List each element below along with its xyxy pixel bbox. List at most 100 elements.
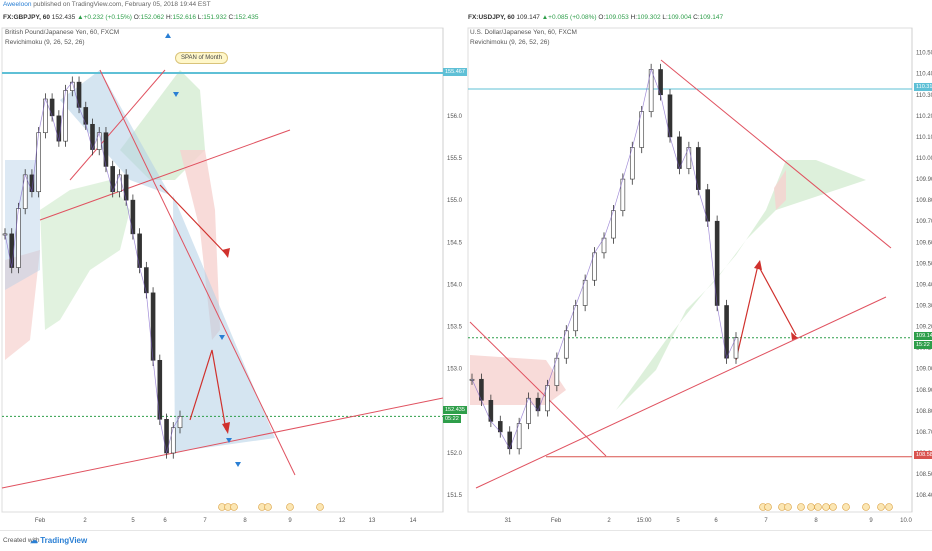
candle-body bbox=[9, 233, 15, 268]
close-series-line bbox=[471, 68, 737, 450]
y-tick-label: 110.000 bbox=[916, 156, 932, 162]
chart-panel-gbpjpy[interactable]: 156.000 155.500 155.000 154.500 154.000 153.5… bbox=[0, 10, 467, 530]
trend-line-descending bbox=[469, 321, 607, 457]
event-flag-icon bbox=[797, 503, 805, 511]
signal-arrow-icon bbox=[226, 438, 232, 443]
x-tick-label: 2 bbox=[607, 518, 611, 524]
arrowhead-1 bbox=[222, 248, 230, 258]
x-tick-label: 6 bbox=[163, 518, 167, 524]
usdjpy-chart-svg[interactable]: 110.500 110.400 110.300 110.200 110.100 110.0… bbox=[466, 10, 932, 530]
y-tick-label: 154.000 bbox=[447, 282, 462, 288]
x-tick-label: 12 bbox=[339, 518, 346, 524]
candle-body bbox=[76, 81, 82, 108]
x-tick-label: 2 bbox=[83, 518, 87, 524]
footer-bar: Created with ☁ TradingView bbox=[0, 530, 932, 551]
indicator-label: Revichimoku (9, 26, 52, 26) bbox=[5, 39, 85, 46]
x-tick-label: 9 bbox=[869, 518, 873, 524]
x-tick-label: 5 bbox=[676, 518, 680, 524]
arrowhead-2 bbox=[791, 332, 798, 340]
y-tick-label: 109.400 bbox=[916, 282, 932, 288]
x-tick-label: 14 bbox=[410, 518, 417, 524]
y-tick-label: 109.600 bbox=[916, 240, 932, 246]
y-tick-label: 108.500 bbox=[916, 472, 932, 478]
change-value: ▲+0.085 (+0.08%) bbox=[541, 14, 597, 21]
plot-frame bbox=[467, 27, 913, 513]
projection-arrow-1 bbox=[159, 184, 227, 255]
y-tick-label: 151.500 bbox=[447, 493, 462, 499]
x-tick-label: Feb bbox=[35, 518, 46, 524]
event-flag-icon bbox=[822, 503, 830, 511]
x-tick-label: 7 bbox=[203, 518, 207, 524]
chart-title: U.S. Dollar/Japanese Yen, 60, FXCM bbox=[470, 29, 577, 36]
y-tick-label: 109.800 bbox=[916, 198, 932, 204]
publish-info: published on TradingView.com, February 0… bbox=[33, 1, 211, 8]
arrowhead-1 bbox=[754, 260, 762, 270]
created-with-label: Created with bbox=[3, 537, 40, 544]
y-tick-label: 108.900 bbox=[916, 388, 932, 394]
y-tick-label: 152.000 bbox=[447, 451, 462, 457]
candle-body bbox=[36, 132, 41, 193]
trend-line-lower bbox=[1, 397, 444, 489]
candle-body bbox=[130, 199, 136, 235]
ichimoku-cloud-red-2 bbox=[5, 250, 40, 360]
y-tick-label: 153.000 bbox=[447, 367, 462, 373]
x-tick-label: 31 bbox=[505, 518, 512, 524]
y-tick-label: 155.000 bbox=[447, 198, 462, 204]
indicator-label: Revichimoku (9, 26, 52, 26) bbox=[470, 39, 550, 46]
chart-panel-usdjpy[interactable]: 110.500 110.400 110.300 110.200 110.100 110.0… bbox=[466, 10, 932, 530]
y-tick-label: 109.000 bbox=[916, 367, 932, 373]
candle-body bbox=[49, 98, 55, 117]
x-tick-label: Feb bbox=[551, 518, 562, 524]
signal-arrow-icon bbox=[165, 33, 171, 38]
price-tag-last: 152.435 bbox=[443, 406, 467, 414]
candle-body bbox=[22, 174, 28, 209]
price-tag-cyan: 155.467 bbox=[443, 68, 467, 76]
y-tick-label: 108.700 bbox=[916, 430, 932, 436]
y-tick-label: 108.800 bbox=[916, 409, 932, 415]
price-tag-red: 108.582 bbox=[914, 451, 932, 459]
candle-body bbox=[103, 132, 109, 167]
projection-arrow bbox=[735, 263, 797, 361]
price-tag-countdown: 15:22 bbox=[914, 341, 932, 349]
symbol-label: FX:USDJPY, 60 bbox=[468, 14, 515, 21]
author-link[interactable]: Aweeloon bbox=[3, 1, 32, 8]
event-flag-icon bbox=[814, 503, 822, 511]
event-flag-icon bbox=[807, 503, 815, 511]
price-tag-cyan: 110.315 bbox=[914, 83, 932, 91]
event-flag-icon bbox=[316, 503, 324, 511]
gbpjpy-chart-svg[interactable]: 156.000 155.500 155.000 154.500 154.000 153.5… bbox=[0, 10, 462, 530]
trend-line-upper bbox=[39, 129, 291, 221]
ohlc-line: FX:GBPJPY, 60 152.435 ▲+0.232 (+0.15%) O… bbox=[3, 14, 259, 21]
event-flag-icon bbox=[842, 503, 850, 511]
x-tick-label: 6 bbox=[714, 518, 718, 524]
event-flag-icon bbox=[885, 503, 893, 511]
pattern-triangle-lower bbox=[173, 195, 275, 452]
x-tick-label: 7 bbox=[764, 518, 768, 524]
x-tick-label: 10.0 bbox=[900, 518, 912, 524]
candle-body bbox=[144, 267, 149, 294]
symbol-label: FX:GBPJPY, 60 bbox=[3, 14, 50, 21]
y-tick-label: 155.500 bbox=[447, 156, 462, 162]
trend-line-steep bbox=[69, 69, 166, 181]
candle-body bbox=[123, 174, 129, 201]
span-callout: SPAN of Month bbox=[175, 52, 228, 64]
price-tag-countdown: 05:22 bbox=[443, 415, 461, 423]
trend-line-upper bbox=[660, 59, 892, 249]
y-tick-label: 109.300 bbox=[916, 304, 932, 310]
x-tick-label: 13 bbox=[369, 518, 376, 524]
y-tick-label: 110.400 bbox=[916, 72, 932, 78]
trend-line-descending bbox=[99, 69, 296, 476]
ichimoku-cloud-green-2 bbox=[40, 180, 130, 330]
candle-body bbox=[150, 292, 156, 361]
ohlc-line: FX:USDJPY, 60 109.147 ▲+0.085 (+0.08%) O… bbox=[468, 14, 724, 21]
signal-arrow-icon bbox=[173, 92, 179, 97]
y-tick-label: 110.500 bbox=[916, 51, 932, 57]
y-tick-label: 109.500 bbox=[916, 261, 932, 267]
chart-title: British Pound/Japanese Yen, 60, FXCM bbox=[5, 29, 120, 36]
event-flag-icon bbox=[862, 503, 870, 511]
close-series-line bbox=[4, 81, 181, 454]
event-flag-icon bbox=[286, 503, 294, 511]
tradingview-logo[interactable]: ☁ TradingView bbox=[30, 536, 88, 545]
ichimoku-cloud-red bbox=[774, 170, 786, 210]
publish-bar: Aweeloon published on TradingView.com, F… bbox=[0, 0, 932, 10]
